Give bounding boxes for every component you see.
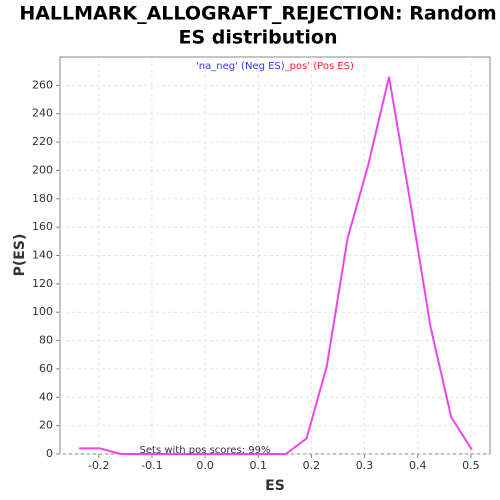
x-tick-label: -0.1 — [141, 459, 162, 472]
y-tick-label: 20 — [39, 419, 53, 432]
legend-neg: 'na_neg' (Neg ES) — [196, 61, 285, 72]
y-tick-label: 120 — [32, 277, 53, 290]
legend: 'na_neg' (Neg ES)_pos' (Pos ES) — [196, 61, 354, 72]
y-tick-label: 140 — [32, 249, 53, 262]
annotation: Sets with pos scores: 99% — [140, 445, 271, 456]
y-axis-label: P(ES) — [12, 234, 28, 277]
y-tick-label: 260 — [32, 78, 53, 91]
y-tick-label: 100 — [32, 305, 53, 318]
y-tick-label: 200 — [32, 163, 53, 176]
y-tick-label: 240 — [32, 107, 53, 120]
x-tick-label: -0.2 — [88, 459, 109, 472]
x-tick-label: 0.2 — [303, 459, 321, 472]
x-axis-label: ES — [265, 478, 285, 494]
x-tick-label: 0.1 — [250, 459, 268, 472]
x-tick-label: 0.3 — [356, 459, 374, 472]
chart-subtitle: ES distribution — [179, 27, 338, 49]
chart-title: HALLMARK_ALLOGRAFT_REJECTION: Random — [19, 3, 496, 25]
y-tick-label: 180 — [32, 192, 53, 205]
line-series — [79, 76, 473, 455]
y-tick-label: 160 — [32, 220, 53, 233]
plot-frame — [59, 56, 491, 455]
legend-pos: _pos' (Pos ES) — [284, 61, 354, 72]
x-tick-label: 0.5 — [462, 459, 480, 472]
x-tick-label: 0.0 — [196, 459, 214, 472]
y-tick-label: 80 — [39, 334, 53, 347]
y-tick-label: 0 — [46, 447, 53, 460]
y-tick-label: 220 — [32, 135, 53, 148]
y-tick-label: 60 — [39, 362, 53, 375]
x-tick-label: 0.4 — [409, 459, 427, 472]
y-tick-label: 40 — [39, 390, 53, 403]
